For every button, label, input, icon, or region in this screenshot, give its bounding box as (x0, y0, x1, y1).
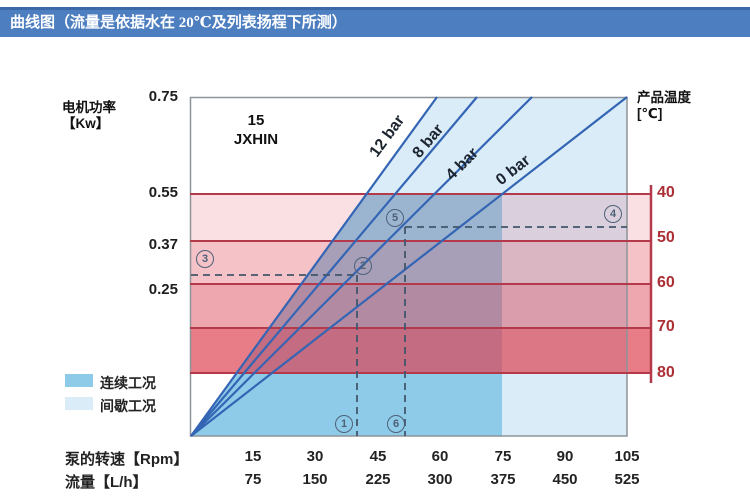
temp-tick-70: 70 (657, 318, 675, 335)
marker-circle-2: 2 (354, 257, 372, 275)
legend-label-intermittent: 间歇工况 (100, 398, 156, 414)
model-size: 15 (247, 112, 265, 129)
marker-circle-5: 5 (386, 209, 404, 227)
flow-tick-75: 75 (244, 471, 262, 488)
temperature-axis-title-line1: 产品温度 (637, 90, 691, 105)
temp-tick-80: 80 (657, 364, 675, 381)
flow-tick-375: 375 (490, 471, 516, 488)
curve-12bar-line (190, 96, 438, 437)
speed-tick-15: 15 (244, 448, 262, 465)
marker-circle-4: 4 (604, 205, 622, 223)
band-50-60 (190, 241, 651, 284)
marker-circle-3: 3 (196, 250, 214, 268)
marker-circle-6: 6 (387, 415, 405, 433)
header-bar: 曲线图（流量是依据水在 20℃及列表扬程下所测） (0, 7, 750, 37)
flow-tick-225: 225 (365, 471, 391, 488)
speed-tick-75: 75 (494, 448, 512, 465)
model-designation: 15 JXHIN (213, 111, 299, 149)
temperature-axis-title-line2: [℃] (637, 106, 663, 121)
flow-axis-title: 流量【L/h】 (65, 474, 148, 491)
curve-0bar-line (190, 96, 628, 437)
legend-swatch-continuous (65, 374, 93, 387)
temp-tick-60: 60 (657, 274, 675, 291)
guide-a (191, 274, 358, 436)
speed-tick-30: 30 (306, 448, 324, 465)
temperature-axis-title: 产品温度 [℃] (637, 90, 691, 122)
curve-8bar-line (190, 96, 478, 437)
guide-b (404, 226, 627, 436)
flow-tick-150: 150 (302, 471, 328, 488)
power-axis-title: 电机功率 【Kw】 (62, 100, 116, 132)
legend-label-continuous: 连续工况 (100, 375, 156, 391)
speed-axis-title: 泵的转速【Rpm】 (65, 451, 189, 468)
flow-tick-300: 300 (427, 471, 453, 488)
plot-border (189, 96, 628, 437)
flow-tick-450: 450 (552, 471, 578, 488)
temperature-grid-lines (190, 193, 651, 374)
temp-tick-40: 40 (657, 184, 675, 201)
page-title: 曲线图（流量是依据水在 20℃及列表扬程下所测） (10, 15, 347, 31)
speed-tick-105: 105 (614, 448, 640, 465)
marker-circle-1: 1 (335, 415, 353, 433)
temp-tick-50: 50 (657, 229, 675, 246)
power-axis-title-line2: 【Kw】 (62, 116, 110, 131)
power-tick-025: 0.25 (148, 281, 178, 298)
power-tick-055: 0.55 (148, 184, 178, 201)
speed-tick-60: 60 (431, 448, 449, 465)
legend-swatch-intermittent (65, 397, 93, 410)
band-40-50 (190, 194, 651, 241)
flow-tick-525: 525 (614, 471, 640, 488)
band-70-80 (190, 328, 651, 373)
speed-tick-45: 45 (369, 448, 387, 465)
power-tick-037: 0.37 (148, 236, 178, 253)
power-tick-075: 0.75 (148, 88, 178, 105)
power-axis-title-line1: 电机功率 (62, 100, 116, 115)
speed-tick-90: 90 (556, 448, 574, 465)
model-name: JXHIN (233, 131, 279, 148)
band-60-70 (190, 284, 651, 328)
temperature-bands (190, 194, 651, 373)
guide-dashed-lines (191, 226, 627, 436)
